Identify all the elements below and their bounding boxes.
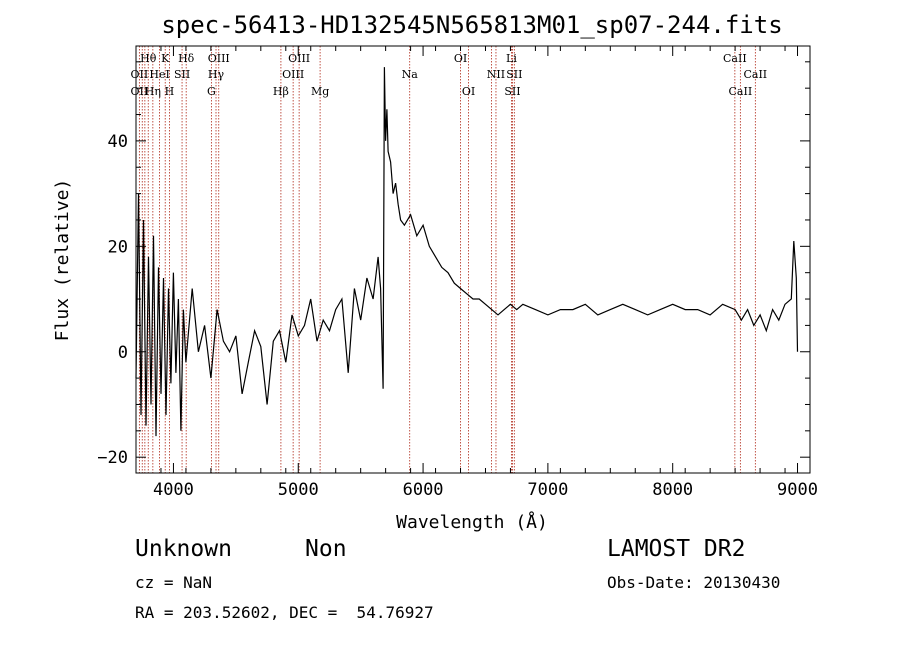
- line-label: OIII: [282, 68, 304, 81]
- x-tick-label: 9000: [777, 480, 818, 500]
- line-label: CaII: [729, 85, 753, 98]
- plot-frame: [135, 45, 811, 474]
- line-label: H: [165, 85, 175, 98]
- line-label: OII: [131, 85, 149, 98]
- line-label: CaII: [743, 68, 767, 81]
- observation-date: Obs-Date: 20130430: [607, 573, 781, 592]
- survey-name: LAMOST DR2: [607, 536, 746, 562]
- line-label: K: [161, 52, 170, 65]
- line-label: Na: [402, 68, 419, 81]
- line-label: SII: [174, 68, 190, 81]
- line-label: SII: [504, 85, 520, 98]
- x-tick-label: 4000: [153, 480, 194, 500]
- x-tick-label: 5000: [278, 480, 319, 500]
- y-tick-label: 40: [108, 132, 128, 152]
- spectrum-line: [135, 67, 799, 437]
- line-label: HeI: [149, 68, 169, 81]
- line-label: OI: [454, 52, 467, 65]
- line-label: G: [207, 85, 216, 98]
- line-label: Hδ: [178, 52, 195, 65]
- x-tick-label: 8000: [652, 480, 693, 500]
- line-label: Hγ: [208, 68, 225, 81]
- x-tick-label: 6000: [403, 480, 444, 500]
- line-label: CaII: [723, 52, 747, 65]
- line-label: Hβ: [273, 85, 289, 98]
- line-labels: Hθ K Hδ OIII OIII OI Li CaII OII HeI SII Hγ OIII Na NI…: [131, 52, 768, 98]
- y-axis-label: Flux (relative): [52, 179, 73, 342]
- y-tick-label: 20: [108, 237, 128, 257]
- line-label: OIII: [208, 52, 230, 65]
- line-label: OII: [131, 68, 149, 81]
- x-axis-label: Wavelength (Å): [396, 511, 548, 533]
- line-label: Li: [506, 52, 517, 65]
- x-tick-label: 7000: [527, 480, 568, 500]
- line-label: OIII: [288, 52, 310, 65]
- chart-title: spec-56413-HD132545N565813M01_sp07-244.f…: [161, 11, 782, 39]
- y-tick-label: −20: [97, 448, 128, 468]
- spectral-subclass: Non: [305, 536, 347, 562]
- line-label: Hη: [145, 85, 161, 98]
- line-label: OI: [462, 85, 475, 98]
- redshift-value: cz = NaN: [135, 573, 213, 592]
- line-markers: [138, 46, 756, 473]
- spectral-class: Unknown: [135, 536, 232, 562]
- ra-dec-coordinates: RA = 203.52602, DEC = 54.76927: [135, 603, 434, 622]
- y-tick-label: 0: [118, 343, 128, 363]
- line-label: Hθ: [140, 52, 157, 65]
- line-label: Mg: [311, 85, 329, 98]
- axis-ticks: 4000 5000 6000 7000 8000 9000 −20 0 20 40: [97, 46, 818, 500]
- line-label: SII: [506, 68, 522, 81]
- line-label: NII: [487, 68, 505, 81]
